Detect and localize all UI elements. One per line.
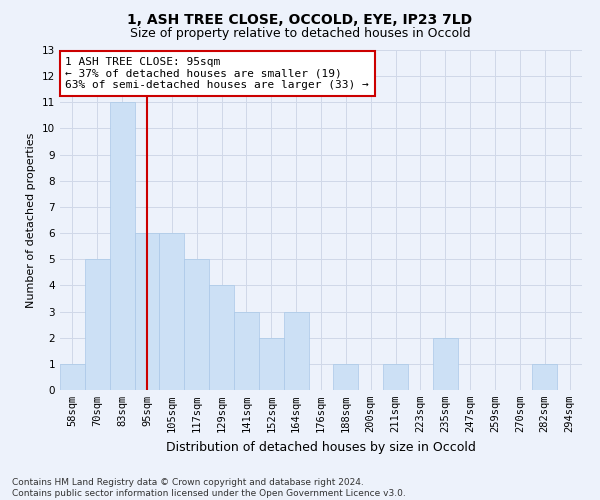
- Text: Size of property relative to detached houses in Occold: Size of property relative to detached ho…: [130, 28, 470, 40]
- Text: 1 ASH TREE CLOSE: 95sqm
← 37% of detached houses are smaller (19)
63% of semi-de: 1 ASH TREE CLOSE: 95sqm ← 37% of detache…: [65, 57, 369, 90]
- Text: 1, ASH TREE CLOSE, OCCOLD, EYE, IP23 7LD: 1, ASH TREE CLOSE, OCCOLD, EYE, IP23 7LD: [127, 12, 473, 26]
- Bar: [60, 364, 85, 390]
- Bar: [209, 286, 234, 390]
- Bar: [234, 312, 259, 390]
- Bar: [110, 102, 134, 390]
- Bar: [532, 364, 557, 390]
- Bar: [160, 233, 184, 390]
- Bar: [134, 233, 160, 390]
- Text: Contains HM Land Registry data © Crown copyright and database right 2024.
Contai: Contains HM Land Registry data © Crown c…: [12, 478, 406, 498]
- Bar: [284, 312, 308, 390]
- Bar: [334, 364, 358, 390]
- Bar: [85, 259, 110, 390]
- Y-axis label: Number of detached properties: Number of detached properties: [26, 132, 37, 308]
- Bar: [259, 338, 284, 390]
- Bar: [184, 259, 209, 390]
- Bar: [383, 364, 408, 390]
- Bar: [433, 338, 458, 390]
- X-axis label: Distribution of detached houses by size in Occold: Distribution of detached houses by size …: [166, 440, 476, 454]
